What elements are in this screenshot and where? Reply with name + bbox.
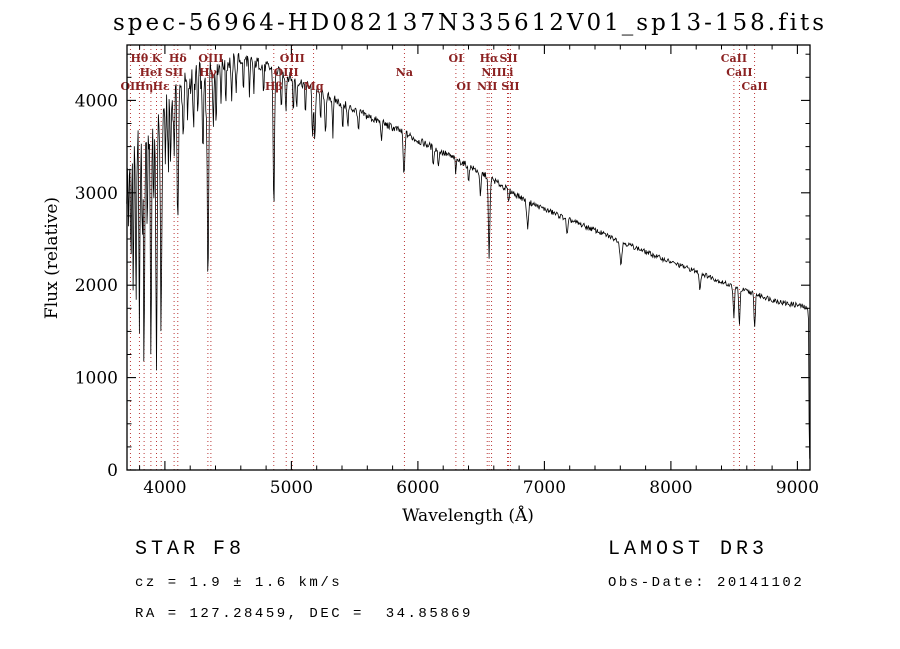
marker-label: OIII (274, 66, 299, 79)
spectral-type: F8 (213, 538, 245, 561)
x-tick-label: 4000 (143, 478, 186, 498)
marker-label: Hε (153, 80, 170, 93)
marker-label: Mg (304, 80, 324, 93)
marker-label: K (152, 52, 162, 65)
survey-release-label: LAMOST DR3 (608, 538, 768, 561)
marker-label: Hγ (199, 66, 217, 79)
x-tick-label: 9000 (776, 478, 819, 498)
marker-label: Hα (480, 52, 499, 65)
radial-velocity-line: cz = 1.9 ± 1.6 km/s (135, 575, 342, 591)
x-tick-label: 5000 (270, 478, 313, 498)
y-tick-label: 3000 (75, 184, 118, 204)
x-axis-label: Wavelength (Å) (402, 505, 534, 526)
marker-label: Hβ (265, 80, 283, 93)
marker-label: CaII (721, 52, 747, 65)
marker-label: Na (396, 66, 413, 79)
x-tick-label: 8000 (649, 478, 692, 498)
marker-label: NII (477, 80, 497, 93)
obs-date-line: Obs-Date: 20141102 (608, 575, 804, 591)
chart-title: spec-56964-HD082137N335612V01_sp13-158.f… (113, 10, 827, 36)
y-tick-label: 1000 (75, 369, 118, 389)
object-class-label: STAR (135, 538, 199, 561)
marker-label: SII (501, 80, 519, 93)
ra-dec-line: RA = 127.28459, DEC = 34.85869 (135, 606, 473, 622)
x-tick-label: 7000 (523, 478, 566, 498)
x-tick-label: 6000 (396, 478, 439, 498)
marker-label: OII (120, 80, 140, 93)
marker-label: OIII (280, 52, 305, 65)
y-axis-label: Flux (relative) (42, 197, 62, 319)
marker-label: Hδ (169, 52, 187, 65)
marker-label: OI (449, 52, 464, 65)
marker-label: SII (165, 66, 183, 79)
marker-label: OIII (198, 52, 223, 65)
marker-label: HeI (140, 66, 163, 79)
marker-label: CaII (742, 80, 768, 93)
y-tick-label: 0 (107, 461, 118, 481)
marker-label: OI (456, 80, 471, 93)
marker-label: SII (499, 52, 517, 65)
y-tick-label: 4000 (75, 91, 118, 111)
y-tick-label: 2000 (75, 276, 118, 296)
axis-frame (126, 44, 811, 471)
marker-label: Hθ (131, 52, 149, 65)
marker-label: Li (502, 66, 514, 79)
marker-label: NII (481, 66, 501, 79)
spectrum-path (126, 52, 811, 459)
marker-label: CaII (726, 66, 752, 79)
marker-label: Hη (135, 80, 153, 93)
